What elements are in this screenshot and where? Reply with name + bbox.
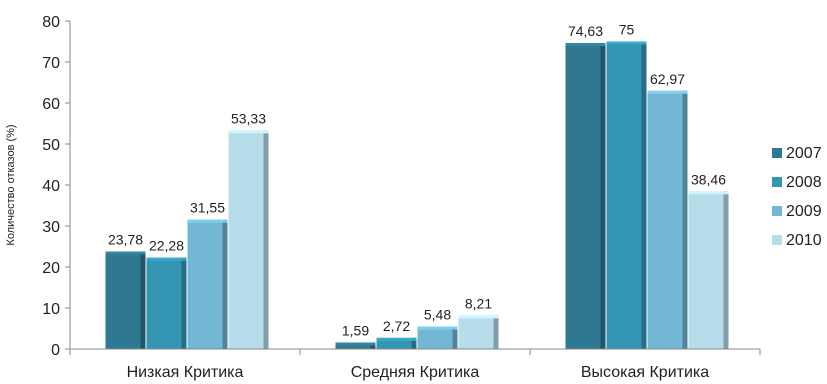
bar (187, 219, 228, 349)
data-label: 53,33 (231, 110, 266, 126)
bar-top (606, 41, 647, 45)
bar (417, 326, 458, 349)
bar-face (187, 219, 228, 349)
bar (335, 342, 376, 349)
y-tick-label: 70 (42, 55, 60, 72)
bar (688, 191, 729, 349)
y-tick-label: 40 (42, 178, 60, 195)
data-label: 8,21 (465, 295, 492, 311)
bar-face (105, 251, 146, 349)
bar-edge (452, 326, 458, 349)
bar-face (146, 257, 187, 349)
bar-top (376, 337, 417, 341)
y-tick-label: 0 (51, 342, 60, 359)
data-labels-group: 23,78 22,28 31,55 53,33 1,59 2,72 5,48 8,21 74,6… (108, 22, 726, 339)
bar (228, 130, 269, 349)
bar-face (458, 315, 499, 349)
bar-top (146, 257, 187, 261)
x-category-label: Средняя Критика (351, 364, 480, 381)
bar-edge (600, 43, 606, 349)
data-label: 74,63 (568, 23, 603, 39)
bar-edge (641, 41, 647, 349)
bar-edge (181, 257, 187, 349)
legend-label: 2009 (786, 203, 822, 220)
y-tick-label: 80 (42, 14, 60, 31)
data-label: 2,72 (383, 318, 410, 334)
y-axis-title: Количество отказов (%) (5, 124, 17, 245)
bar-face (647, 90, 688, 349)
y-tick-label: 10 (42, 301, 60, 318)
data-label: 31,55 (190, 200, 225, 216)
legend-label: 2010 (786, 232, 822, 249)
legend-label: 2008 (786, 174, 822, 191)
x-category-label: Высокая Критика (581, 364, 709, 381)
bar-top (228, 130, 269, 134)
legend-swatch (772, 148, 782, 158)
x-axis: Низкая Критика Средняя Критика Высокая Кри… (69, 348, 761, 381)
bar-face (565, 43, 606, 349)
bar-edge (411, 337, 417, 349)
bar-top (105, 251, 146, 255)
bar-edge (222, 219, 228, 349)
bar-top (187, 219, 228, 223)
bar (565, 43, 606, 349)
bar (647, 90, 688, 349)
bar-edge (682, 90, 688, 349)
bar-edge (263, 130, 269, 349)
bar (146, 257, 187, 349)
data-label: 38,46 (691, 171, 726, 187)
bar-top (417, 326, 458, 330)
y-tick-label: 20 (42, 260, 60, 277)
x-category-label: Низкая Критика (127, 364, 244, 381)
y-axis: 0 10 20 30 40 50 60 70 80 (42, 14, 71, 359)
data-label: 75 (619, 22, 635, 38)
data-label: 22,28 (149, 238, 184, 254)
bar-top (647, 90, 688, 94)
data-label: 5,48 (424, 307, 451, 323)
data-label: 23,78 (108, 232, 143, 248)
y-tick-label: 30 (42, 219, 60, 236)
bar-edge (493, 315, 499, 349)
bar-face (376, 337, 417, 349)
bar-edge (723, 191, 729, 349)
legend-swatch (772, 206, 782, 216)
data-label: 62,97 (650, 71, 685, 87)
bar-top (335, 342, 376, 346)
bar-top (458, 315, 499, 319)
bar-face (606, 41, 647, 349)
legend-swatch (772, 235, 782, 245)
bar (606, 41, 647, 349)
bar-face (335, 342, 376, 349)
legend-swatch (772, 177, 782, 187)
bar-edge (140, 251, 146, 349)
bar (458, 315, 499, 349)
bar-edge (370, 342, 376, 349)
y-tick-label: 50 (42, 137, 60, 154)
y-tick-label: 60 (42, 96, 60, 113)
bar-face (417, 326, 458, 349)
bar-top (565, 43, 606, 47)
bar (376, 337, 417, 349)
bars-group (105, 41, 729, 349)
bar-face (228, 130, 269, 349)
legend: 2007 2008 2009 2010 (772, 145, 822, 249)
data-label: 1,59 (342, 322, 369, 338)
bar (105, 251, 146, 349)
legend-label: 2007 (786, 145, 822, 162)
bar-top (688, 191, 729, 195)
bar-face (688, 191, 729, 349)
